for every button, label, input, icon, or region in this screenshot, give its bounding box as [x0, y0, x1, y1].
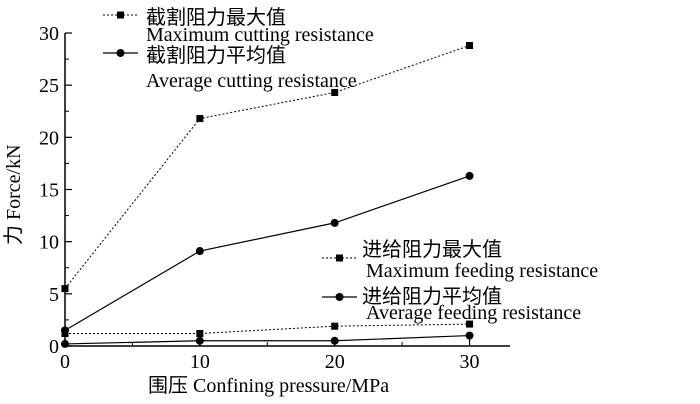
y-tick-label: 0 — [49, 336, 59, 358]
y-tick-label: 30 — [39, 23, 59, 45]
x-tick-label: 0 — [60, 351, 70, 373]
x-tick-label: 20 — [325, 351, 345, 373]
data-point — [331, 88, 339, 96]
y-axis-label: 力 Force/kN — [2, 144, 25, 245]
legend-label-cn: 截割阻力平均值 — [146, 44, 286, 67]
data-point — [61, 285, 69, 293]
legend-label-cn: 进给阻力平均值 — [362, 285, 502, 308]
series-line — [64, 45, 470, 289]
series-layer — [61, 42, 474, 348]
series-line — [65, 323, 470, 334]
legend-item-2: 截割阻力平均值 Average cutting resistance — [103, 44, 357, 92]
data-point — [466, 42, 474, 50]
y-tick-label: 15 — [39, 180, 59, 202]
series-line — [64, 334, 470, 345]
series-3 — [61, 320, 474, 337]
data-point — [331, 322, 339, 330]
y-tick-label: 25 — [39, 75, 59, 97]
legend-label-en: Maximum cutting resistance — [146, 24, 374, 46]
axes: 0 5 10 15 20 25 30 0 10 20 30 — [39, 23, 510, 373]
legend-label-cn: 截割阻力最大值 — [146, 6, 286, 29]
legend-marker — [335, 293, 344, 301]
legend-label-en: Average feeding resistance — [366, 302, 581, 324]
series-1 — [61, 42, 474, 293]
x-tick-label: 10 — [190, 351, 210, 373]
y-tick-label: 20 — [39, 127, 59, 149]
series-4 — [61, 331, 474, 348]
legend-label-en: Average cutting resistance — [146, 70, 357, 92]
x-tick-label: 30 — [460, 351, 480, 373]
data-point — [465, 171, 474, 180]
legend-label-cn: 进给阻力最大值 — [362, 238, 502, 261]
series-line — [64, 175, 470, 331]
data-point — [195, 336, 204, 345]
data-point — [61, 329, 69, 337]
data-point — [330, 336, 339, 345]
legend-label-en: Maximum feeding resistance — [366, 260, 598, 282]
data-point — [465, 331, 474, 340]
legend-marker — [116, 49, 125, 57]
data-point — [466, 320, 474, 328]
y-tick-label: 5 — [49, 284, 59, 306]
x-axis-label: 围压 Confining pressure/MPa — [148, 375, 389, 397]
data-point — [195, 247, 204, 256]
data-point — [61, 339, 69, 348]
y-tick-label: 10 — [39, 232, 59, 254]
data-point — [196, 115, 204, 123]
data-point — [330, 218, 339, 227]
legend-marker — [117, 11, 124, 19]
data-point — [196, 329, 204, 337]
legend-marker — [336, 254, 343, 262]
